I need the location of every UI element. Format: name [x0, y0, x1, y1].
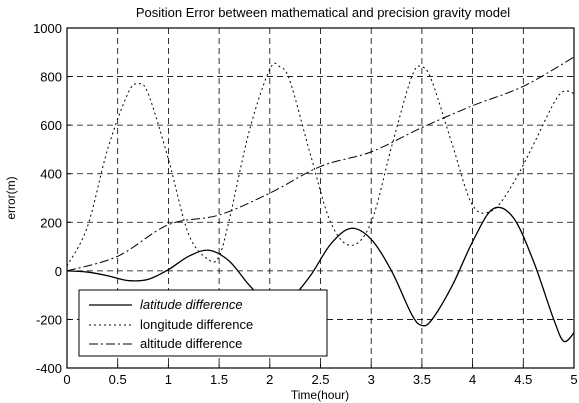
x-tick-label: 1	[165, 372, 172, 387]
x-tick-label: 3.5	[413, 372, 431, 387]
y-tick-label: 400	[40, 167, 62, 182]
x-tick-label: 0.5	[109, 372, 127, 387]
y-tick-label: -400	[36, 361, 62, 376]
x-tick-label: 2	[266, 372, 273, 387]
series-altitude-difference	[66, 56, 575, 272]
x-tick-label: 0	[63, 372, 70, 387]
series-longitude-difference	[66, 62, 575, 267]
y-tick-label: -200	[36, 312, 62, 327]
x-axis-label: Time(hour)	[291, 388, 349, 402]
x-tick-label: 1.5	[210, 372, 228, 387]
x-tick-label: 2.5	[311, 372, 329, 387]
y-tick-label: 800	[40, 70, 62, 85]
chart-title: Position Error between mathematical and …	[136, 5, 510, 20]
x-tick-label: 5	[570, 372, 577, 387]
legend-label-altitude: altitude difference	[140, 336, 242, 351]
y-tick-label: 0	[55, 264, 62, 279]
x-tick-label: 4.5	[514, 372, 532, 387]
x-tick-label: 3	[368, 372, 375, 387]
axis-ticks: 0 0.5 1 1.5 2 2.5 3 3.5 4 4.5 5 -400 -200 0 200 400 600 8…	[33, 21, 578, 387]
y-tick-label: 200	[40, 215, 62, 230]
plot-area	[66, 56, 575, 343]
legend: latitude difference longitude difference…	[78, 289, 328, 357]
y-tick-label: 1000	[33, 21, 62, 36]
legend-label-latitude: latitude difference	[140, 297, 243, 312]
legend-box	[78, 289, 328, 357]
series-latitude-difference	[66, 206, 575, 343]
y-axis-label: error(m)	[4, 176, 18, 219]
x-tick-label: 4	[469, 372, 476, 387]
y-tick-label: 600	[40, 118, 62, 133]
legend-label-longitude: longitude difference	[140, 317, 253, 332]
